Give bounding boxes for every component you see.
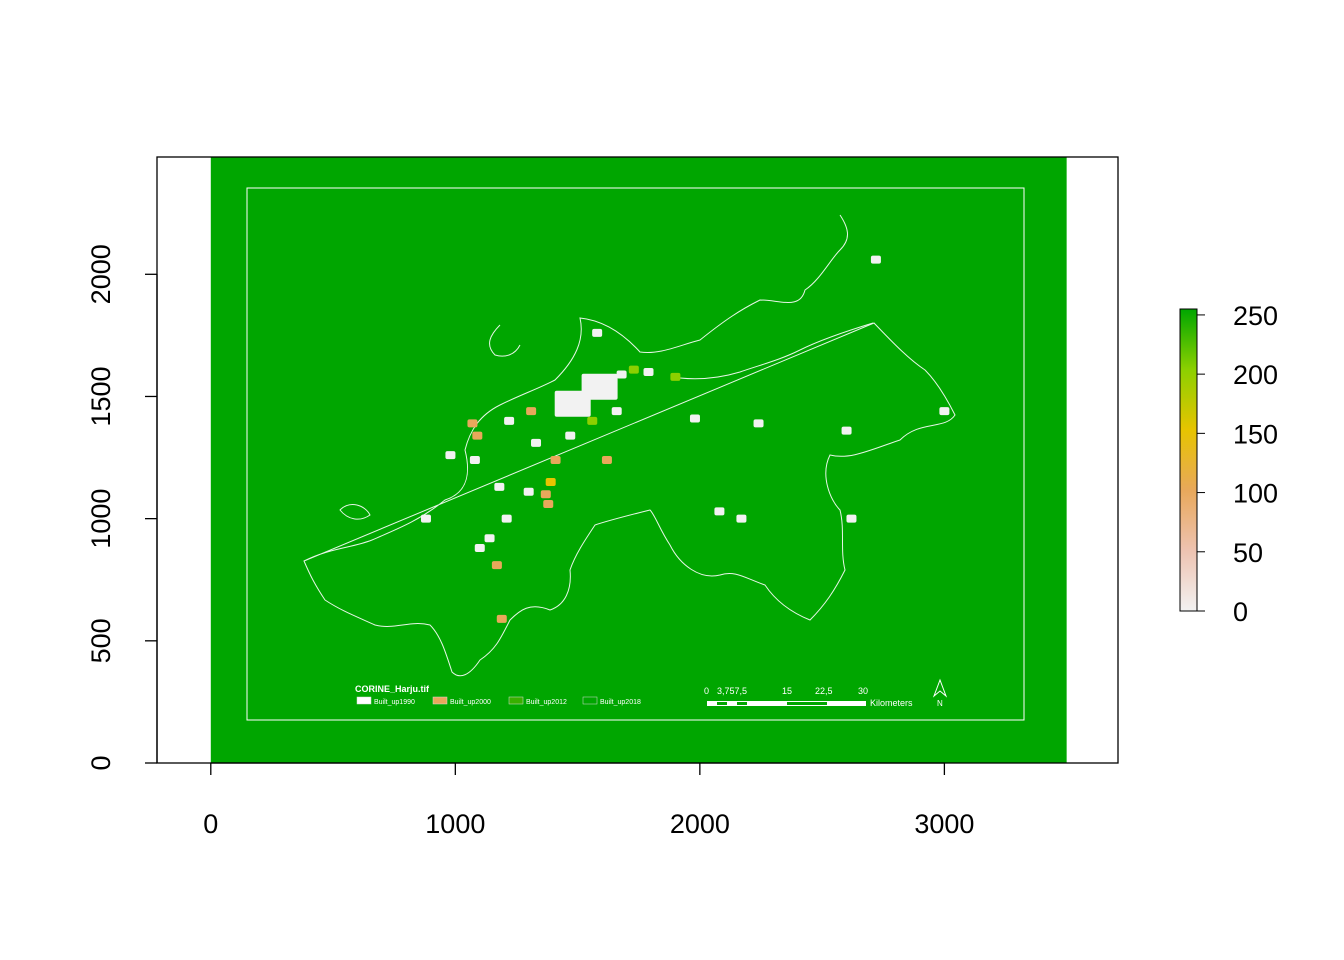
colorbar-gradient <box>1179 308 1198 612</box>
colorbar-tick-label: 0 <box>1233 597 1248 627</box>
raster-cell <box>846 514 857 523</box>
scalebar-bar <box>707 701 866 706</box>
raster-image <box>210 157 1067 763</box>
y-axis: 0 500 1000 1500 2000 <box>86 244 158 771</box>
embedded-legend-swatch <box>356 696 372 705</box>
embedded-map-annotations: CORINE_Harju.tif Built_up1990 Built_up200… <box>355 678 948 708</box>
raster-cell <box>531 438 542 447</box>
colorbar-tick-label: 200 <box>1233 360 1278 390</box>
raster-cell <box>870 255 881 264</box>
scalebar-segment <box>737 702 747 705</box>
scalebar-segment <box>717 702 727 705</box>
embedded-map-legend: Built_up1990 Built_up2000 Built_up2012 Buil… <box>356 696 641 706</box>
scalebar-unit: Kilometers <box>870 698 913 708</box>
x-tick-label: 2000 <box>670 809 730 839</box>
colorbar-tick-label: 150 <box>1233 419 1278 449</box>
scalebar-segment <box>787 702 827 705</box>
x-axis: 0 1000 2000 3000 <box>203 762 974 839</box>
embedded-legend-label: Built_up2018 <box>600 699 641 706</box>
embedded-legend-swatch <box>508 696 524 705</box>
y-tick-label: 0 <box>86 755 116 770</box>
x-tick-label: 1000 <box>425 809 485 839</box>
x-tick-label: 3000 <box>914 809 974 839</box>
raster-cell <box>587 416 598 425</box>
raster-cell <box>628 365 639 374</box>
raster-cell <box>469 456 480 464</box>
y-tick-label: 500 <box>86 618 116 663</box>
raster-cell <box>474 543 485 552</box>
raster-cell <box>501 514 512 523</box>
raster-cell <box>467 419 478 428</box>
scalebar-label-3: 22,5 <box>815 686 833 696</box>
raster-cell <box>689 414 700 423</box>
embedded-legend-swatch <box>432 696 448 705</box>
y-tick-label: 2000 <box>86 244 116 304</box>
y-tick-label: 1000 <box>86 489 116 549</box>
scalebar-label-0: 0 <box>704 686 709 696</box>
raster-cell <box>491 561 502 570</box>
colorbar-tick-label: 100 <box>1233 479 1278 509</box>
raster-cell <box>504 416 515 425</box>
north-label: N <box>937 699 943 708</box>
raster-cell <box>540 490 551 499</box>
raster-cell <box>841 426 852 435</box>
colorbar-tick-label: 250 <box>1233 301 1278 331</box>
raster-cell <box>643 368 654 377</box>
scalebar-label-2: 15 <box>782 686 792 696</box>
raster-cell <box>472 431 483 440</box>
embedded-legend-label: Built_up2000 <box>450 699 491 706</box>
embedded-legend-label: Built_up2012 <box>526 699 567 706</box>
embedded-scalebar: 0 3,757,5 15 22,5 30 Kilometers N <box>704 678 948 708</box>
map-layout-frame <box>246 187 1025 721</box>
scalebar-label-1: 3,757,5 <box>717 686 747 696</box>
raster-cell <box>616 370 627 379</box>
colorbar-legend: 0 50 100 150 200 250 <box>1179 301 1278 627</box>
north-arrow-icon <box>932 678 948 698</box>
raster-cell <box>543 499 554 508</box>
embedded-legend-label: Built_up1990 <box>374 699 415 706</box>
scalebar-label-4: 30 <box>858 686 868 696</box>
raster-cell <box>611 407 622 416</box>
raster-cell <box>526 407 537 416</box>
y-tick-label: 1500 <box>86 366 116 426</box>
coastline-outline <box>303 214 956 677</box>
raster-cell <box>601 456 612 464</box>
raster-cell <box>445 451 456 460</box>
raster-cell <box>753 419 764 428</box>
raster-cell <box>939 407 950 416</box>
embedded-map-title: CORINE_Harju.tif <box>355 684 430 694</box>
raster-cell <box>581 373 618 400</box>
colorbar-tick-label: 50 <box>1233 538 1263 568</box>
raster-cell <box>550 456 561 464</box>
raster-background <box>210 157 1067 763</box>
raster-cell <box>496 614 507 623</box>
raster-cell <box>545 477 556 486</box>
raster-cell <box>565 431 576 440</box>
raster-cell <box>714 507 725 516</box>
embedded-legend-swatch <box>582 696 598 705</box>
raster-cell <box>523 487 534 496</box>
raster-cell <box>494 482 505 491</box>
raster-cell <box>484 534 495 543</box>
raster-cell <box>420 514 431 523</box>
raster-cell <box>736 514 747 523</box>
raster-cell <box>670 372 681 381</box>
x-tick-label: 0 <box>203 809 218 839</box>
raster-cell <box>592 328 603 337</box>
